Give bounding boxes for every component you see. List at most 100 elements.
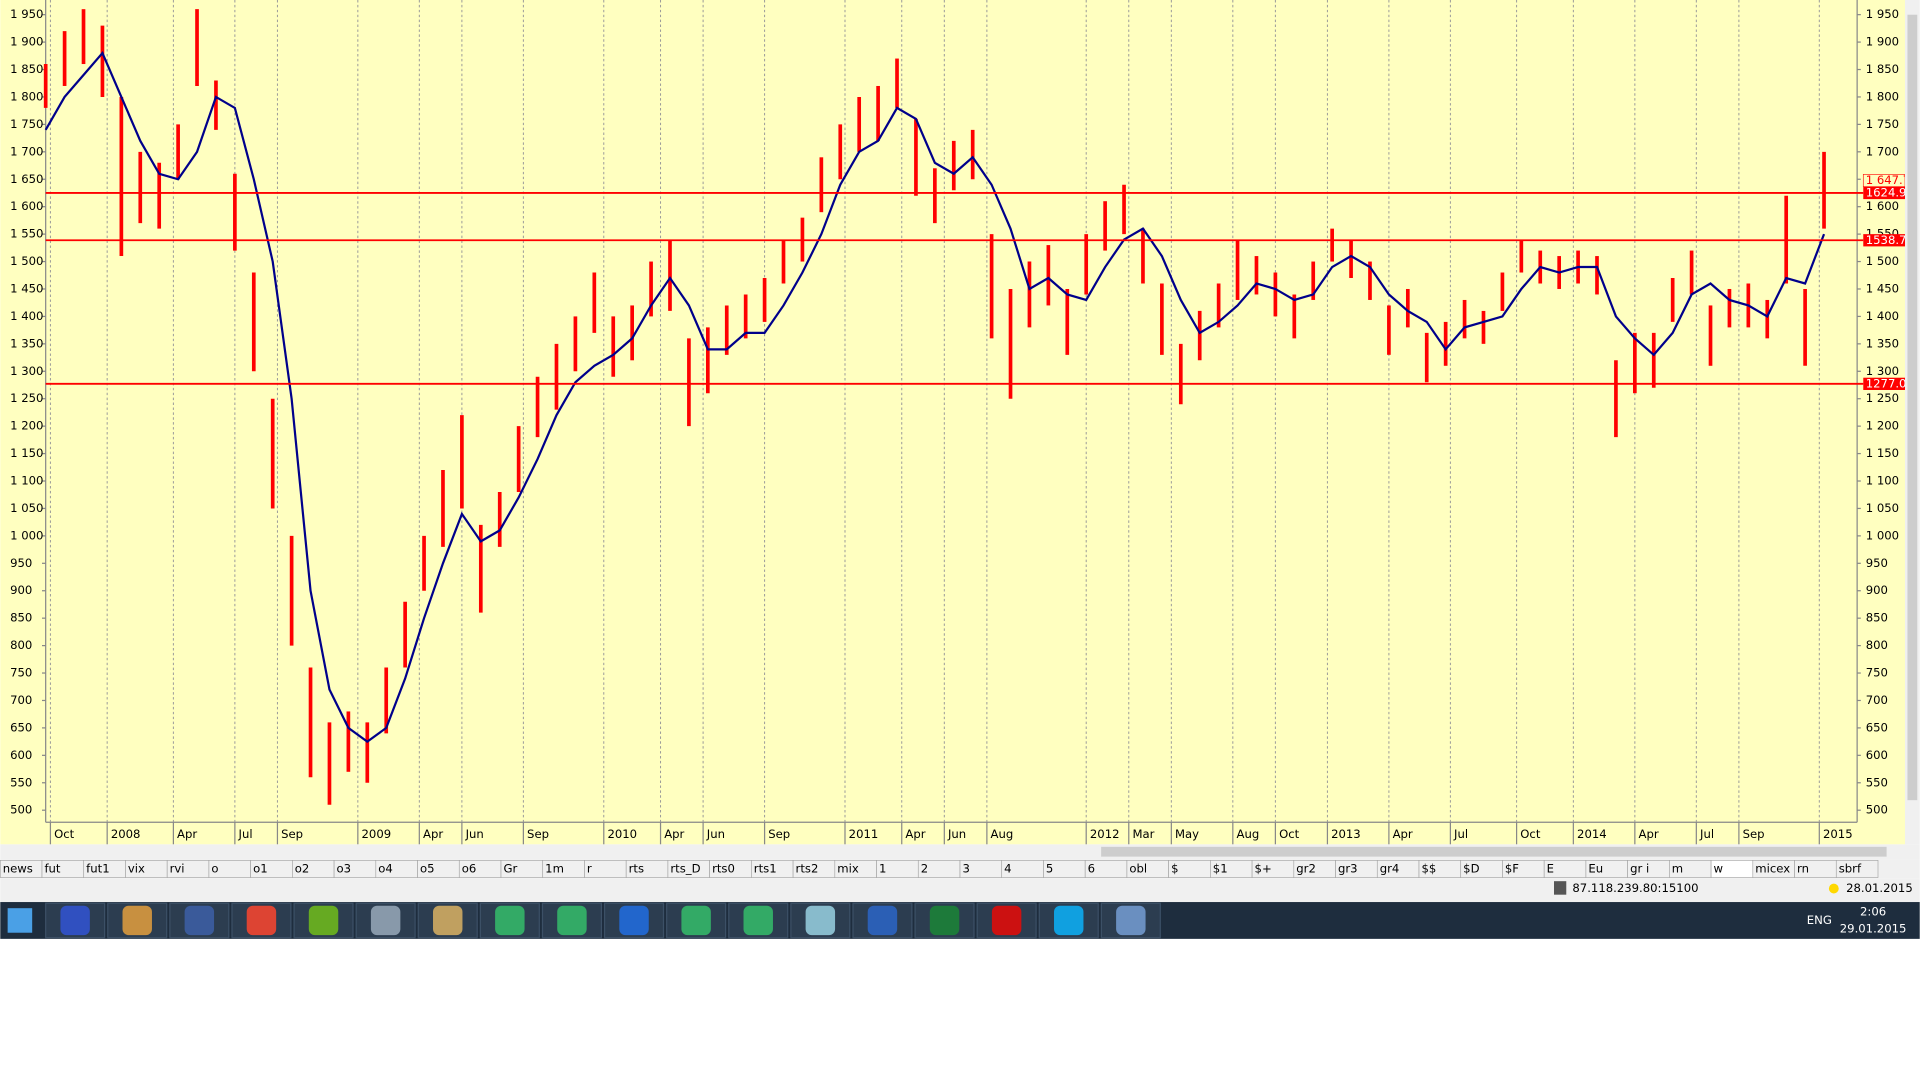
app-icon[interactable]: [308, 905, 339, 936]
tab-label[interactable]: m: [1672, 861, 1683, 875]
tab-label[interactable]: o1: [253, 861, 268, 875]
tab-label[interactable]: sbrf: [1839, 861, 1862, 875]
app-icon[interactable]: [60, 905, 90, 936]
app-icon[interactable]: [867, 905, 898, 936]
tab-label[interactable]: o4: [378, 861, 393, 875]
tab-label[interactable]: $+: [1255, 861, 1272, 875]
tab[interactable]: rvi: [166, 860, 210, 878]
tab[interactable]: gr4: [1376, 860, 1420, 878]
tab[interactable]: $D: [1460, 860, 1503, 878]
tab[interactable]: o: [208, 860, 251, 878]
tab[interactable]: r: [584, 860, 627, 878]
tab-label[interactable]: 6: [1088, 861, 1095, 875]
tab[interactable]: rts: [625, 860, 669, 878]
tab[interactable]: o6: [458, 860, 502, 878]
tab[interactable]: gr i: [1627, 860, 1670, 878]
tab-label[interactable]: $F: [1505, 861, 1519, 875]
tab-label[interactable]: 1: [879, 861, 886, 875]
tab-label[interactable]: rts: [629, 861, 644, 875]
tab[interactable]: rts1: [751, 860, 794, 878]
app-icon[interactable]: [370, 905, 401, 936]
tab-label[interactable]: 1m: [545, 861, 564, 875]
clock-date[interactable]: 29.01.2015: [1840, 922, 1907, 936]
app-icon[interactable]: [433, 905, 463, 936]
tab[interactable]: $1: [1210, 860, 1253, 878]
tab-label[interactable]: o: [211, 861, 218, 875]
app-icon[interactable]: [743, 905, 773, 936]
tab-label[interactable]: gr4: [1380, 861, 1400, 875]
tab[interactable]: 6: [1084, 860, 1128, 878]
tab[interactable]: 3: [959, 860, 1003, 878]
tab-label[interactable]: rts1: [754, 861, 777, 875]
tab-label[interactable]: gr i: [1630, 861, 1649, 875]
tab-label[interactable]: $D: [1463, 861, 1479, 875]
start-button[interactable]: [7, 908, 33, 933]
tab[interactable]: 4: [1001, 860, 1044, 878]
tab-label[interactable]: rn: [1797, 861, 1809, 875]
tab-label[interactable]: r: [587, 861, 592, 875]
tab-label[interactable]: gr2: [1296, 861, 1316, 875]
tab-label[interactable]: $1: [1213, 861, 1228, 875]
tab[interactable]: rts0: [709, 860, 752, 878]
tab-label[interactable]: micex: [1755, 861, 1790, 875]
tab[interactable]: Gr: [500, 860, 544, 878]
app-icon[interactable]: [1054, 905, 1084, 936]
tab-label[interactable]: mix: [837, 861, 859, 875]
tab[interactable]: m: [1669, 860, 1712, 878]
app-icon[interactable]: [991, 905, 1022, 936]
tab-label[interactable]: o6: [462, 861, 477, 875]
app-icon[interactable]: [1116, 905, 1146, 936]
tab[interactable]: 1: [876, 860, 919, 878]
tab-label[interactable]: fut: [44, 861, 60, 875]
tab[interactable]: o3: [333, 860, 377, 878]
app-icon[interactable]: [184, 905, 215, 936]
tab-label[interactable]: 5: [1046, 861, 1053, 875]
tab[interactable]: o1: [250, 860, 293, 878]
tab[interactable]: 5: [1043, 860, 1086, 878]
tab-label[interactable]: $: [1171, 861, 1178, 875]
tab-label[interactable]: $$: [1421, 861, 1436, 875]
tab[interactable]: $$: [1418, 860, 1462, 878]
tab-label[interactable]: vix: [128, 861, 145, 875]
tab-label[interactable]: Gr: [503, 861, 517, 875]
tab[interactable]: mix: [834, 860, 877, 878]
tab[interactable]: vix: [125, 860, 168, 878]
tab-label[interactable]: news: [3, 861, 33, 875]
tab-label[interactable]: 4: [1004, 861, 1011, 875]
app-icon[interactable]: [619, 905, 649, 936]
tab[interactable]: E: [1543, 860, 1587, 878]
tab-label[interactable]: o3: [337, 861, 352, 875]
tab[interactable]: 2: [917, 860, 961, 878]
tab[interactable]: o2: [292, 860, 335, 878]
app-icon[interactable]: [122, 905, 152, 936]
tab[interactable]: 1m: [542, 860, 585, 878]
tab[interactable]: o5: [417, 860, 460, 878]
app-icon[interactable]: [557, 905, 587, 936]
tab[interactable]: $: [1168, 860, 1211, 878]
tab-box[interactable]: [1835, 860, 1879, 878]
tab[interactable]: rts_D: [667, 860, 710, 878]
tab-label[interactable]: rts0: [712, 861, 735, 875]
tab[interactable]: $F: [1502, 860, 1545, 878]
tab-label[interactable]: E: [1547, 861, 1554, 875]
tab[interactable]: news: [0, 860, 43, 878]
scroll-thumb[interactable]: [1907, 14, 1918, 801]
app-icon[interactable]: [495, 905, 525, 936]
tab-label[interactable]: rts_D: [670, 861, 700, 875]
tab[interactable]: rts2: [792, 860, 836, 878]
app-icon[interactable]: [805, 905, 836, 936]
tab-label[interactable]: o2: [295, 861, 310, 875]
tab[interactable]: gr3: [1335, 860, 1378, 878]
tab[interactable]: o4: [375, 860, 418, 878]
tab-label[interactable]: fut1: [86, 861, 109, 875]
tab[interactable]: fut: [41, 860, 85, 878]
app-icon[interactable]: [929, 905, 960, 936]
clock-time[interactable]: 2:06: [1860, 904, 1886, 918]
tab-label[interactable]: w: [1714, 861, 1724, 875]
tab[interactable]: Eu: [1585, 860, 1628, 878]
tab[interactable]: micex: [1752, 860, 1795, 878]
language[interactable]: ENG: [1807, 913, 1832, 927]
tab-label[interactable]: o5: [420, 861, 435, 875]
tab-label[interactable]: gr3: [1338, 861, 1358, 875]
tab[interactable]: $+: [1251, 860, 1295, 878]
